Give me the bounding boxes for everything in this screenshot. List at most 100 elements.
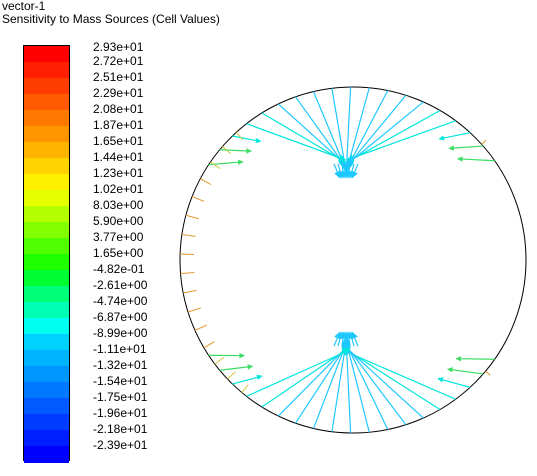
vector-arrow-head — [342, 349, 351, 356]
colorbar-band — [24, 174, 69, 191]
vector-arrow-head — [246, 148, 252, 154]
vector-arrow-head — [351, 170, 358, 179]
plot-subtitle: Sensitivity to Mass Sources (Cell Values… — [2, 12, 220, 26]
vector-arrow-head — [256, 374, 263, 380]
vector-arrow-shaft — [437, 378, 471, 388]
vector-arrow-shaft — [343, 344, 424, 419]
colorbar — [23, 45, 70, 463]
colorbar-tick-label: -6.87e+00 — [93, 310, 148, 324]
colorbar-band — [24, 414, 69, 431]
colorbar-tick-label: 2.08e+01 — [93, 102, 144, 116]
colorbar-band — [24, 190, 69, 207]
vector-arrow-head — [437, 377, 444, 383]
vector-arrow-shaft — [342, 349, 456, 400]
colorbar-tick-label: 5.90e+00 — [93, 214, 144, 228]
boundary-vector — [214, 356, 225, 365]
vector-arrow-shaft — [344, 338, 370, 433]
colorbar-tick-label: 1.65e+01 — [93, 134, 144, 148]
boundary-vector — [241, 384, 249, 393]
vector-arrow-head — [338, 154, 347, 162]
vector-arrow-shaft — [345, 90, 389, 170]
colorbar-band — [24, 238, 69, 255]
boundary-vector — [222, 146, 231, 154]
vector-arrow-shaft — [447, 368, 484, 375]
vector-arrow-shaft — [295, 96, 347, 168]
colorbar-tick-label: 1.02e+01 — [93, 182, 144, 196]
colorbar-band — [24, 110, 69, 127]
colorbar-band — [24, 334, 69, 351]
colorbar-tick-label: -2.61e+00 — [93, 278, 148, 292]
boundary-vector — [235, 132, 244, 141]
plot-title-block: vector-1 Sensitivity to Mass Sources (Ce… — [2, 0, 220, 26]
vector-arrow-head — [237, 159, 244, 165]
colorbar-tick-label: -1.54e+01 — [93, 374, 148, 388]
vector-arrow-shaft — [345, 87, 370, 172]
boundary-vector — [180, 271, 195, 275]
colorbar-band — [24, 46, 69, 63]
boundary-vector — [481, 139, 487, 145]
boundary-vector — [200, 178, 212, 186]
colorbar-tick-label: -1.75e+01 — [93, 390, 148, 404]
vector-arrow-shaft — [346, 109, 441, 163]
vector-arrow-shaft — [345, 86, 352, 175]
vector-arrow-head — [448, 145, 455, 151]
boundary-vector — [227, 371, 236, 380]
colorbar-tick-label: -4.74e+00 — [93, 294, 148, 308]
vector-arrow-head — [351, 331, 358, 340]
colorbar-band — [24, 142, 69, 159]
colorbar-tick-label: -1.32e+01 — [93, 358, 148, 372]
boundary-vector — [203, 341, 215, 349]
vector-arrow-shaft — [295, 342, 349, 424]
boundary-vector — [185, 214, 200, 220]
colorbar-band — [24, 366, 69, 383]
vector-arrow-head — [239, 352, 245, 359]
vector-arrow-shaft — [219, 365, 253, 371]
vector-arrow-shaft — [439, 132, 471, 140]
vector-arrow-shaft — [312, 340, 348, 429]
colorbar-band — [24, 302, 69, 319]
colorbar-tick-label: 2.93e+01 — [93, 40, 144, 54]
boundary-vector — [210, 161, 221, 170]
vector-arrow-head — [456, 156, 463, 162]
colorbar-tick-label: -4.82e-01 — [93, 262, 145, 276]
vector-arrow-shaft — [261, 112, 346, 163]
vector-arrow-shaft — [346, 101, 424, 166]
colorbar-tick-label: -2.39e+01 — [93, 438, 148, 452]
vector-arrow-shaft — [343, 342, 407, 426]
vector-arrow-shaft — [346, 120, 456, 161]
colorbar-tick-label: 2.51e+01 — [93, 70, 144, 84]
colorbar-band — [24, 286, 69, 303]
vector-arrow-shaft — [456, 358, 495, 360]
colorbar-tick-label: -1.11e+01 — [93, 342, 147, 356]
colorbar-band — [24, 62, 69, 79]
boundary-vector — [191, 196, 205, 202]
vector-arrow-shaft — [344, 340, 389, 430]
colorbar-band — [24, 398, 69, 415]
vector-arrow-shaft — [232, 375, 262, 385]
colorbar-tick-label: -1.96e+01 — [93, 406, 148, 420]
boundary-vector — [181, 233, 196, 237]
vector-arrow-shaft — [232, 135, 261, 142]
colorbar-band — [24, 446, 69, 463]
vector-arrow-head — [255, 137, 262, 144]
plot-title: vector-1 — [2, 0, 46, 13]
colorbar-tick-label: 8.03e+00 — [93, 198, 144, 212]
colorbar-band — [24, 158, 69, 175]
boundary-vector — [187, 307, 201, 313]
vector-arrow-shaft — [246, 349, 350, 397]
vector-arrow-shaft — [346, 94, 407, 168]
colorbar-tick-label: 2.29e+01 — [93, 86, 144, 100]
vector-arrow-shaft — [246, 123, 346, 161]
vector-arrow-shaft — [449, 145, 484, 149]
vector-arrow-shaft — [277, 344, 349, 417]
colorbar-band — [24, 430, 69, 447]
boundary-vector — [194, 324, 208, 331]
colorbar-tick-label: 1.44e+01 — [93, 150, 144, 164]
vector-arrow-shaft — [261, 347, 350, 408]
vector-arrow-shaft — [219, 149, 252, 152]
colorbar-tick-label: 1.87e+01 — [93, 118, 144, 132]
vector-arrow-head — [438, 135, 445, 141]
boundary-vector — [183, 289, 197, 294]
colorbar-tick-label: 2.72e+01 — [93, 54, 144, 68]
colorbar-band — [24, 78, 69, 95]
